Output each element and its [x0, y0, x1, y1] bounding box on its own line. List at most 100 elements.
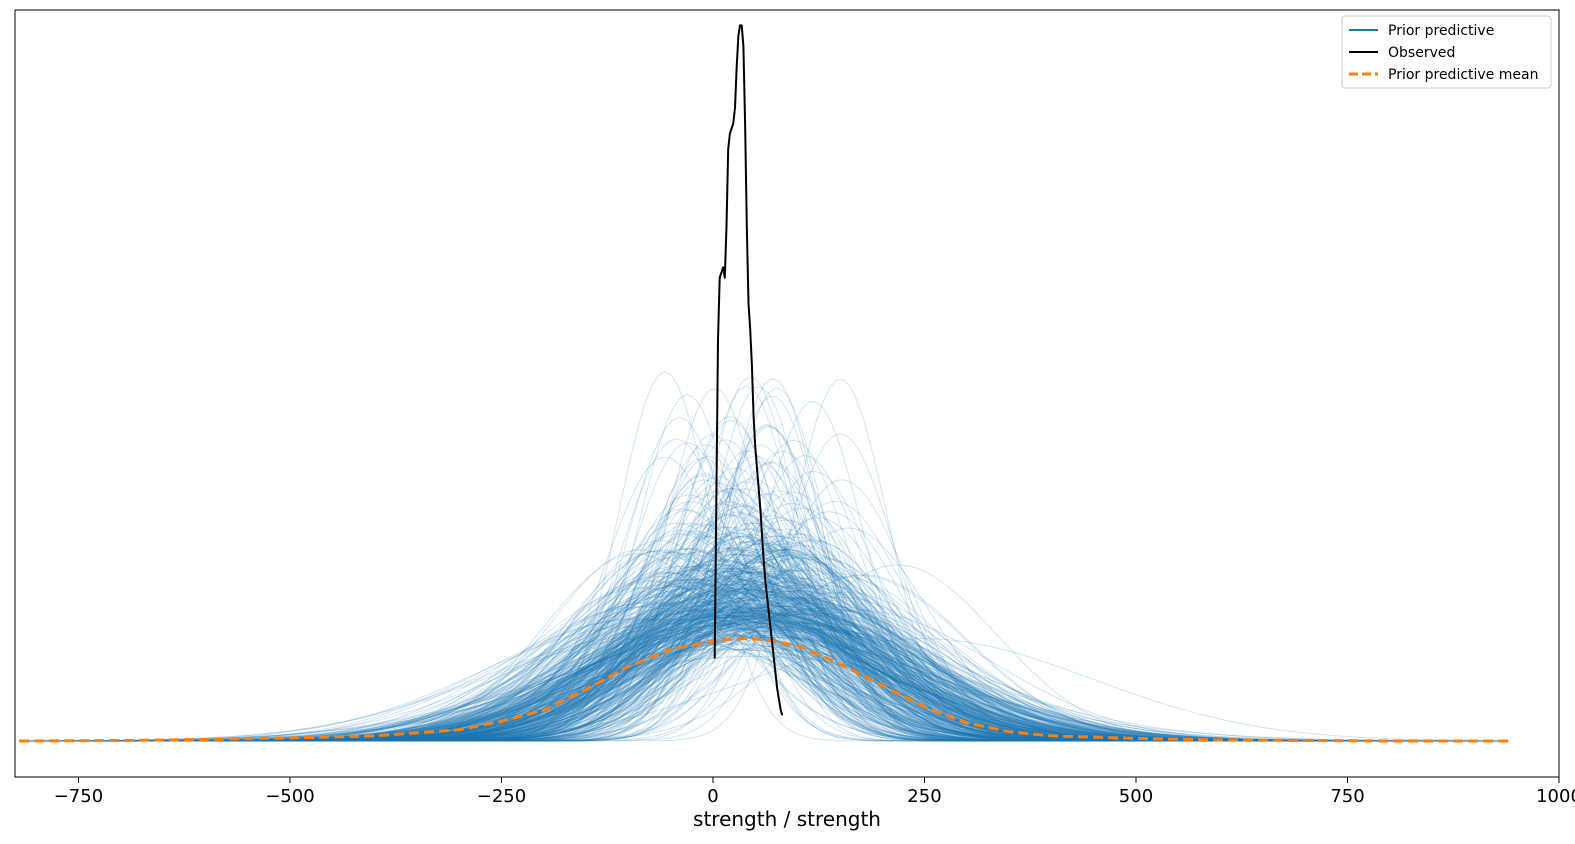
prior-predictive-line	[54, 627, 1280, 742]
prior-predictive-line	[296, 593, 1150, 742]
prior-predictive-line	[536, 385, 1024, 742]
prior-predictive-line	[61, 584, 1314, 742]
prior-predictive-line	[369, 578, 1209, 742]
prior-predictive-line	[92, 591, 1352, 742]
prior-predictive-line	[143, 590, 1227, 742]
prior-predictive-line	[387, 560, 1213, 742]
prior-predictive-line	[254, 561, 1284, 742]
prior-predictive-line	[373, 551, 1207, 742]
prior-predictive-line	[253, 567, 1235, 742]
prior-predictive-line	[151, 599, 1370, 742]
prior-predictive-line	[402, 540, 1127, 742]
prior-predictive-line	[465, 376, 953, 742]
prior-predictive-line	[19, 611, 1319, 742]
observed-line	[713, 24, 784, 716]
prior-predictive-line	[67, 578, 1171, 742]
prior-predictive-line	[35, 621, 1342, 742]
prior-predictive-line	[204, 627, 1505, 742]
prior-predictive-line	[315, 580, 1229, 742]
prior-predictive-line	[19, 616, 1285, 742]
prior-predictive-line	[234, 555, 1284, 742]
prior-predictive-line	[218, 570, 1201, 742]
prior-predictive-line	[258, 572, 1199, 742]
prior-predictive-line	[235, 581, 1190, 742]
prior-predictive-line	[86, 586, 1359, 742]
prior-predictive-line	[152, 590, 1242, 742]
prior-predictive-line	[23, 608, 1215, 742]
prior-predictive-line	[296, 523, 1034, 742]
prior-predictive-line	[473, 434, 1036, 742]
prior-predictive-line	[134, 611, 1320, 742]
prior-predictive-line	[250, 597, 1401, 742]
prior-predictive-line	[121, 594, 1198, 742]
prior-predictive-line	[150, 601, 1301, 742]
prior-predictive-line	[444, 439, 1034, 742]
prior-predictive-line	[373, 552, 1267, 742]
prior-predictive-mean-line	[19, 637, 1509, 743]
prior-predictive-line	[359, 550, 1267, 742]
prior-predictive-line	[317, 545, 1151, 742]
prior-predictive-line	[77, 579, 1249, 742]
prior-predictive-line	[97, 609, 1377, 742]
prior-predictive-line	[429, 535, 1093, 742]
prior-predictive-line	[472, 513, 1103, 742]
prior-predictive-line	[318, 571, 1233, 742]
prior-predictive-line	[469, 542, 1127, 742]
prior-predictive-line	[19, 618, 1380, 742]
x-tick-label-2: −250	[477, 786, 526, 807]
prior-predictive-line	[170, 602, 1375, 742]
prior-predictive-line	[325, 528, 1158, 742]
prior-predictive-line	[274, 579, 1148, 742]
prior-predictive-line	[299, 622, 1383, 742]
prior-predictive-line	[121, 606, 1252, 742]
prior-predictive-line	[83, 610, 1242, 742]
prior-predictive-line	[366, 567, 1186, 742]
prior-predictive-line	[178, 624, 1506, 742]
prior-predictive-line	[401, 558, 1201, 742]
prior-predictive-line	[19, 616, 1502, 742]
prior-predictive-line	[191, 584, 1201, 742]
prior-predictive-line	[362, 517, 1277, 742]
prior-predictive-line	[193, 584, 1256, 742]
prior-predictive-line	[421, 444, 1078, 742]
prior-predictive-line	[313, 515, 1153, 742]
prior-predictive-line	[299, 534, 1186, 742]
prior-predictive-line	[99, 589, 1224, 742]
prior-predictive-line	[154, 596, 1258, 742]
prior-predictive-line	[112, 619, 1392, 742]
prior-predictive-line	[182, 572, 1300, 742]
prior-predictive-line	[239, 572, 1248, 742]
prior-predictive-line	[205, 582, 1350, 742]
prior-predictive-line	[481, 564, 1409, 742]
prior-predictive-line	[19, 612, 1326, 742]
prior-predictive-line	[386, 562, 1159, 742]
prior-predictive-line	[256, 607, 1265, 742]
prior-predictive-line	[156, 593, 1233, 742]
prior-predictive-line	[532, 387, 952, 742]
prior-predictive-line	[81, 581, 1090, 742]
prior-predictive-line	[79, 611, 1210, 742]
prior-predictive-line	[301, 535, 1148, 742]
prior-predictive-line	[250, 551, 1036, 742]
prior-predictive-line	[19, 609, 1245, 742]
prior-predictive-line	[367, 533, 1079, 742]
prior-predictive-line	[19, 622, 1468, 742]
prior-predictive-line	[206, 577, 1209, 742]
prior-predictive-line	[127, 633, 1481, 742]
prior-predictive-line	[249, 537, 1137, 742]
prior-predictive-line	[415, 528, 1038, 742]
prior-predictive-line	[76, 587, 1349, 742]
prior-predictive-line	[397, 549, 1068, 742]
prior-predictive-line	[160, 569, 1109, 742]
prior-predictive-line	[190, 564, 1281, 742]
prior-predictive-line	[175, 613, 1401, 742]
prior-predictive-line	[383, 494, 1081, 742]
prior-predictive-line	[370, 547, 1231, 742]
prior-predictive-line	[36, 608, 1499, 742]
prior-predictive-line	[476, 393, 978, 742]
prior-predictive-line	[44, 599, 1249, 742]
prior-predictive-line	[475, 461, 1099, 742]
prior-predictive-line	[495, 511, 1227, 742]
prior-predictive-line	[348, 481, 1019, 742]
